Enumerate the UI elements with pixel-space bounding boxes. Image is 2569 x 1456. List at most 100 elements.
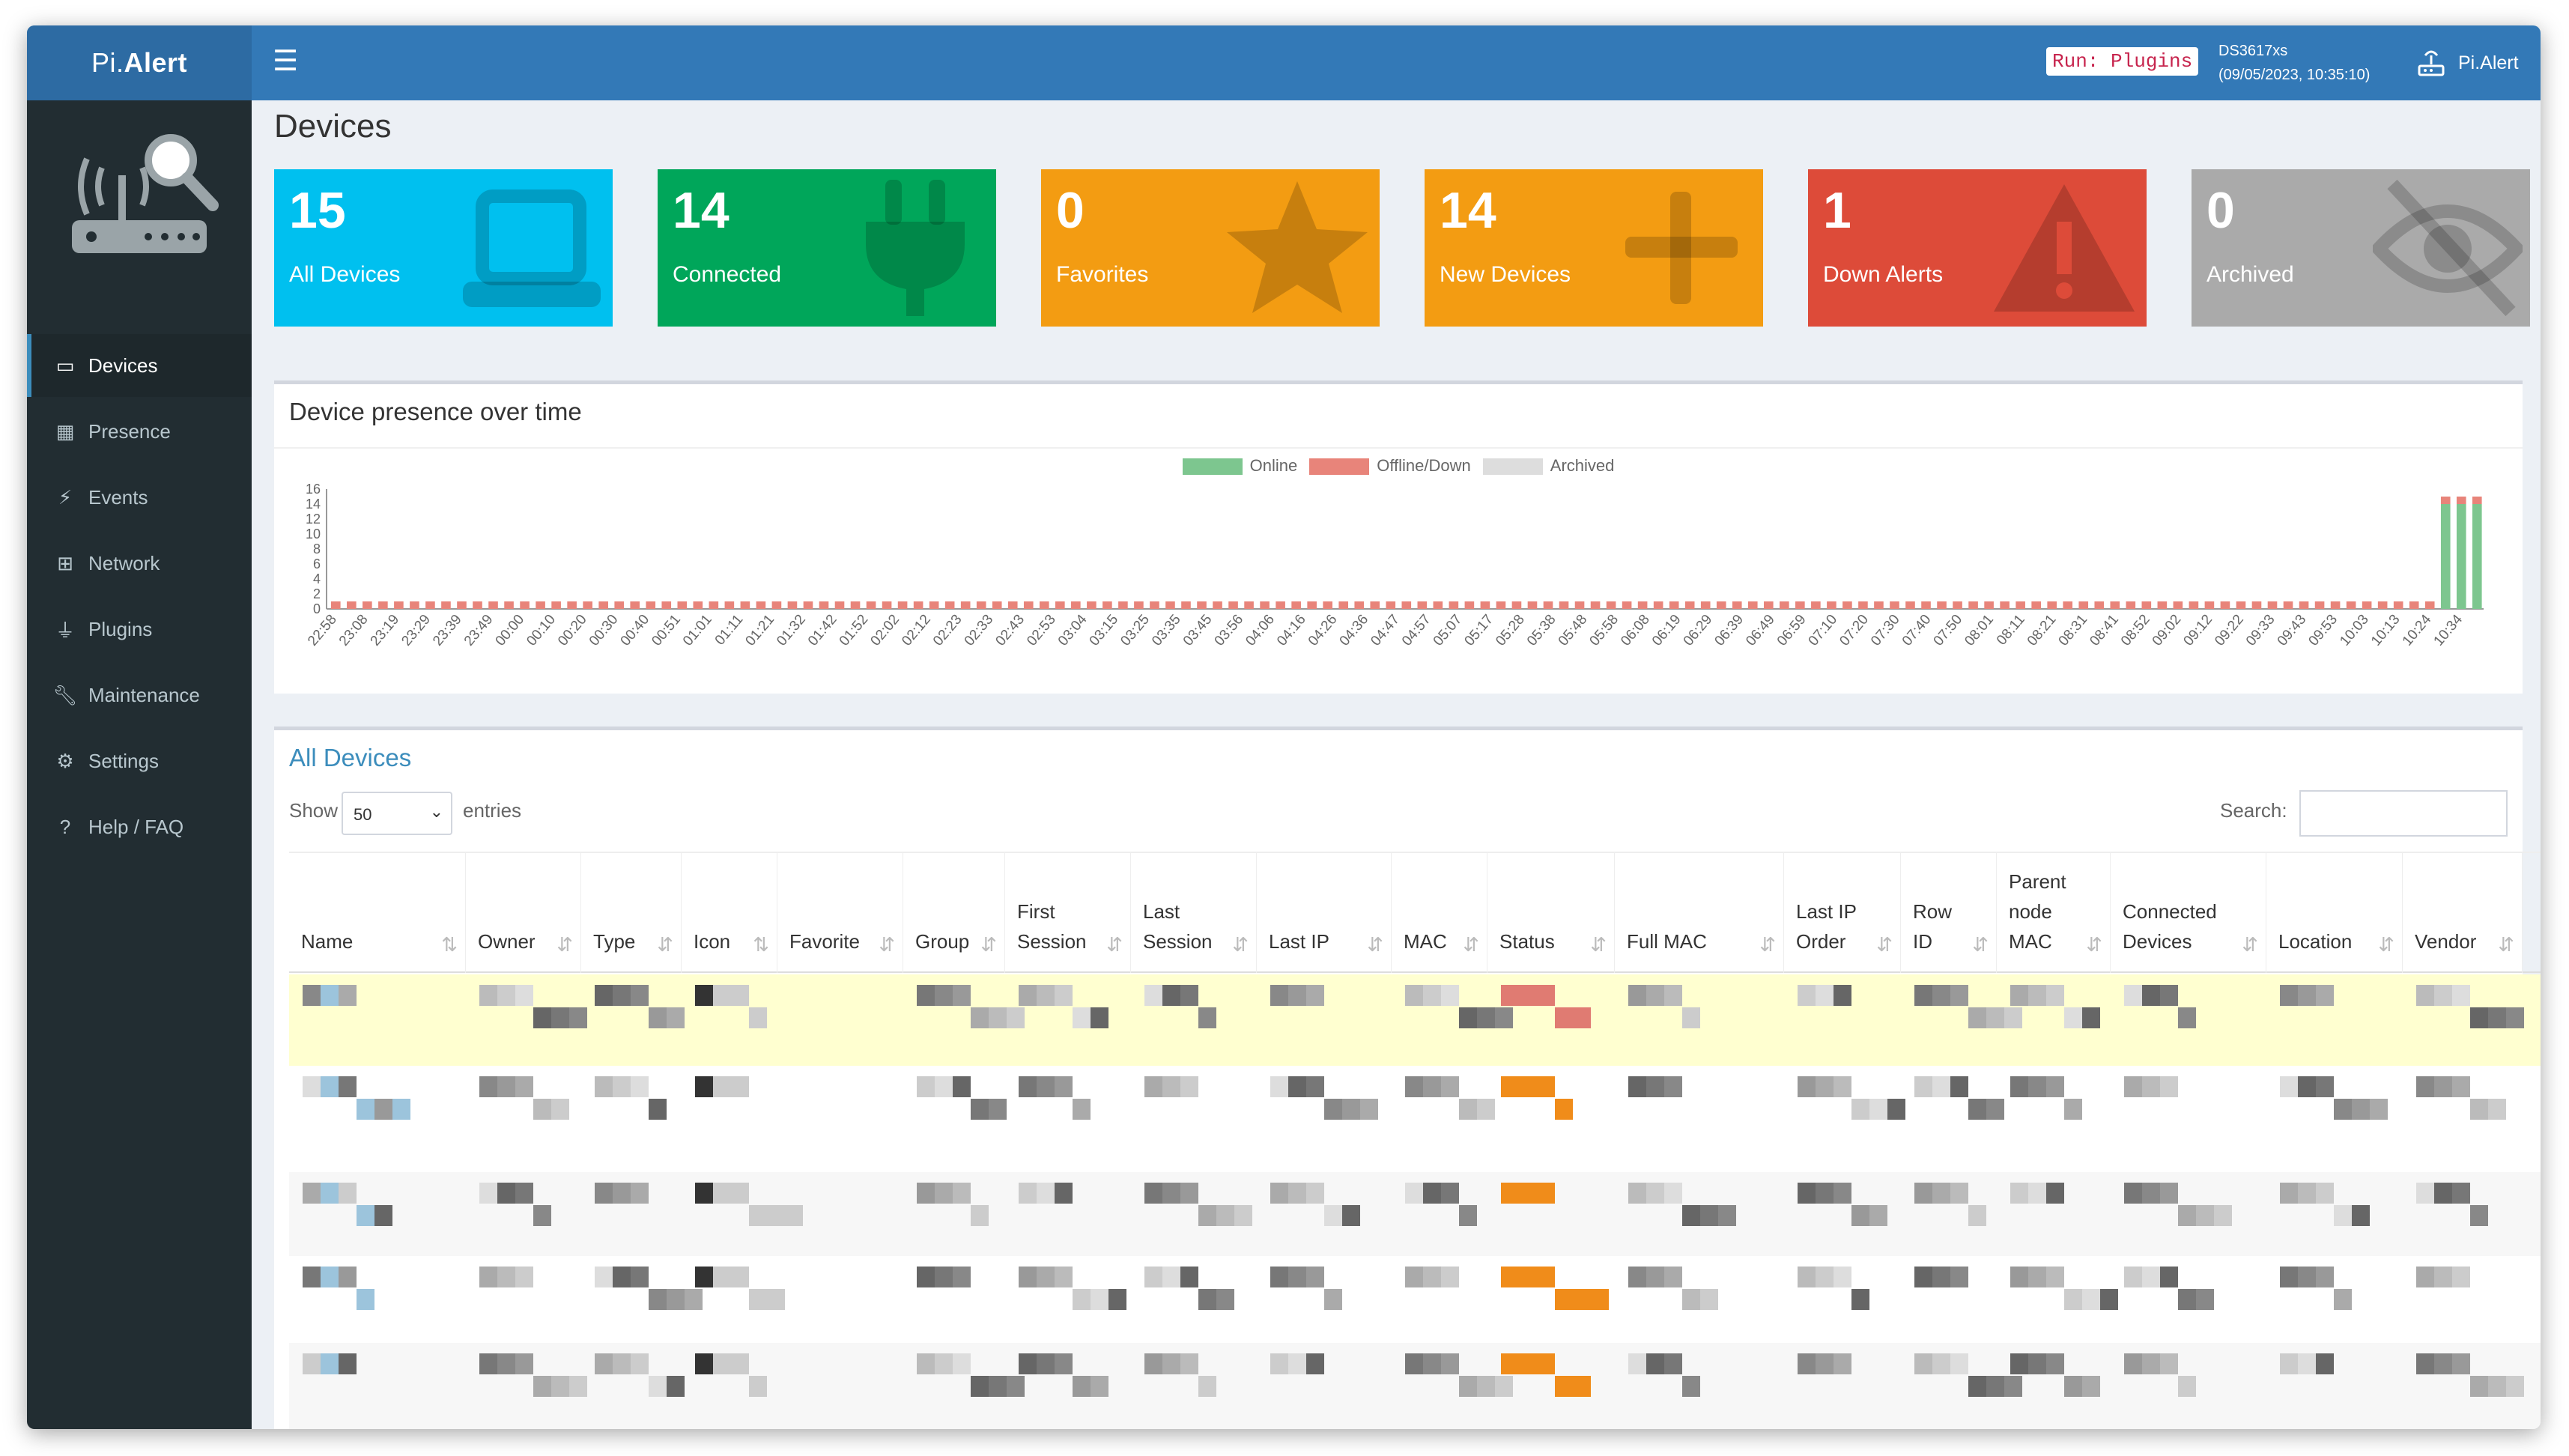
bar-offline[interactable] — [1780, 601, 1789, 609]
bar-offline[interactable] — [2330, 601, 2341, 609]
stat-box-down-alerts[interactable]: 1 Down Alerts — [1808, 169, 2147, 327]
sort-icon[interactable]: ⇵ — [1106, 933, 1123, 956]
menu-toggle-icon[interactable]: ☰ — [273, 46, 299, 77]
sort-icon[interactable]: ⇵ — [1759, 933, 1776, 956]
bar-offline[interactable] — [1102, 601, 1112, 609]
bar-offline[interactable] — [2157, 601, 2168, 609]
bar-offline[interactable] — [1842, 601, 1852, 609]
bar-offline[interactable] — [1323, 601, 1332, 609]
bar-offline[interactable] — [1449, 601, 1459, 609]
sidebar-item-presence[interactable]: ▦ Presence — [27, 400, 252, 463]
bar-offline[interactable] — [944, 601, 955, 609]
sort-icon[interactable]: ⇵ — [1590, 933, 1607, 956]
bar-offline[interactable] — [1606, 601, 1616, 609]
column-header[interactable]: Vendor ⇵ — [2403, 853, 2523, 973]
bar-offline[interactable] — [1890, 601, 1899, 609]
column-header[interactable]: Location ⇵ — [2266, 853, 2403, 973]
bar-offline[interactable] — [394, 601, 404, 609]
bar-offline[interactable] — [1228, 601, 1238, 609]
sidebar-item-devices[interactable]: ▭ Devices — [27, 334, 252, 397]
column-header[interactable]: Full MAC ⇵ — [1615, 853, 1784, 973]
bar-offline[interactable] — [2204, 601, 2215, 609]
bar-offline[interactable] — [1763, 601, 1774, 609]
bar-offline[interactable] — [1071, 601, 1081, 609]
bar-offline[interactable] — [1480, 601, 1490, 609]
bar-offline[interactable] — [1669, 601, 1679, 609]
bar-offline[interactable] — [1496, 601, 1506, 609]
column-header[interactable]: Owner ⇵ — [466, 853, 581, 973]
sort-icon[interactable]: ⇵ — [556, 933, 573, 956]
column-header[interactable]: Favorite ⇵ — [777, 853, 903, 973]
bar-offline[interactable] — [1716, 601, 1726, 609]
bar-offline[interactable] — [1574, 601, 1585, 609]
bar-offline[interactable] — [2141, 601, 2152, 609]
stat-box-connected[interactable]: 14 Connected — [658, 169, 996, 327]
bar-offline[interactable] — [1007, 601, 1018, 609]
sort-icon[interactable]: ⇵ — [1367, 933, 1383, 956]
bar-offline[interactable] — [740, 601, 750, 609]
bar-offline[interactable] — [1590, 601, 1601, 609]
bar-offline[interactable] — [1700, 601, 1711, 609]
bar-offline[interactable] — [2000, 601, 2010, 609]
sort-icon[interactable]: ⇵ — [879, 933, 895, 956]
bar-offline[interactable] — [331, 601, 341, 609]
column-header[interactable]: MAC ⇵ — [1392, 853, 1487, 973]
bar-offline[interactable] — [2094, 601, 2105, 609]
sort-icon[interactable]: ⇵ — [2378, 933, 2394, 956]
bar-offline[interactable] — [834, 601, 845, 609]
bar-offline[interactable] — [2251, 601, 2262, 609]
bar-offline[interactable] — [1354, 601, 1365, 609]
bar-offline[interactable] — [488, 601, 498, 609]
legend-online[interactable]: Online — [1182, 456, 1297, 476]
bar-offline[interactable] — [2472, 497, 2482, 504]
bar-offline[interactable] — [1827, 601, 1836, 609]
bar-offline[interactable] — [583, 601, 592, 609]
bar-offline[interactable] — [1291, 601, 1301, 609]
bar-offline[interactable] — [410, 601, 419, 609]
sort-icon[interactable]: ⇵ — [1876, 933, 1893, 956]
bar-offline[interactable] — [2126, 601, 2136, 609]
bar-offline[interactable] — [1684, 601, 1695, 609]
bar-offline[interactable] — [929, 601, 939, 609]
stat-box-favorites[interactable]: 0 Favorites — [1041, 169, 1380, 327]
bar-offline[interactable] — [2377, 601, 2388, 609]
bar-offline[interactable] — [724, 601, 735, 609]
table-row[interactable] — [289, 974, 2541, 1066]
bar-offline[interactable] — [1386, 601, 1396, 609]
stat-box-new-devices[interactable]: 14 New Devices — [1425, 169, 1763, 327]
bar-offline[interactable] — [2346, 601, 2356, 609]
bar-offline[interactable] — [992, 601, 1002, 609]
bar-offline[interactable] — [1260, 601, 1270, 609]
bar-offline[interactable] — [2063, 601, 2073, 609]
bar-offline[interactable] — [2440, 497, 2451, 504]
sort-icon[interactable]: ⇵ — [2498, 933, 2514, 956]
bar-offline[interactable] — [2314, 601, 2325, 609]
bar-offline[interactable] — [2267, 601, 2278, 609]
bar-offline[interactable] — [598, 601, 608, 609]
bar-offline[interactable] — [520, 601, 530, 609]
bar-offline[interactable] — [1953, 601, 1962, 609]
bar-offline[interactable] — [2424, 601, 2435, 609]
bar-online[interactable] — [2472, 504, 2482, 609]
legend-offline[interactable]: Offline/Down — [1309, 456, 1471, 476]
bar-offline[interactable] — [661, 601, 672, 609]
bar-offline[interactable] — [1732, 601, 1742, 609]
bar-offline[interactable] — [1213, 601, 1222, 609]
bar-offline[interactable] — [771, 601, 782, 609]
bar-offline[interactable] — [1637, 601, 1648, 609]
bar-offline[interactable] — [2283, 601, 2293, 609]
sort-icon[interactable]: ⇅ — [441, 933, 458, 956]
legend-archived[interactable]: Archived — [1482, 456, 1614, 476]
sidebar-item-maintenance[interactable]: 🔧︎ Maintenance — [27, 664, 252, 727]
stat-box-archived[interactable]: 0 Archived — [2192, 169, 2530, 327]
bar-offline[interactable] — [473, 601, 482, 609]
bar-offline[interactable] — [1984, 601, 1994, 609]
sort-icon[interactable]: ⇵ — [1972, 933, 1989, 956]
sidebar-item-events[interactable]: ⚡ Events — [27, 466, 252, 529]
bar-offline[interactable] — [677, 601, 688, 609]
bar-online[interactable] — [2456, 504, 2466, 609]
sort-icon[interactable]: ⇵ — [2086, 933, 2102, 956]
bar-offline[interactable] — [551, 601, 561, 609]
column-header[interactable]: Type ⇵ — [581, 853, 682, 973]
bar-offline[interactable] — [2173, 601, 2183, 609]
